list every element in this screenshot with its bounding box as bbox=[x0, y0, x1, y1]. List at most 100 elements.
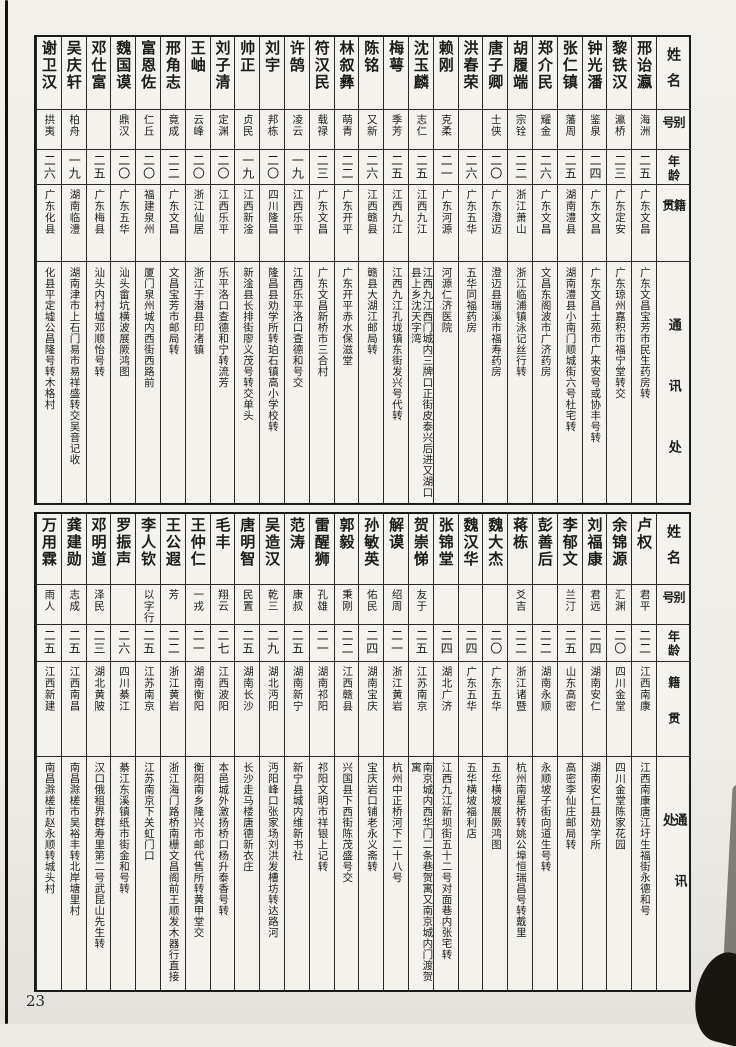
person-column: 魏大杰 二〇 广东五华 五华横坡展厥鸿图 bbox=[482, 514, 508, 990]
person-name: 赖刚 bbox=[433, 37, 458, 110]
person-column: 郭毅 秉刚 二二 江西赣县 兴国县下西街陈茂盛号交 bbox=[333, 514, 359, 990]
person-age: 二二 bbox=[334, 150, 359, 185]
person-column: 毛丰 翔云 二七 江西波阳 本邑城外激扬桥口杨升泰香号转 bbox=[209, 514, 235, 990]
person-native: 湖南祁阳 bbox=[309, 662, 334, 757]
person-column: 张仁镇 藩周 二五 湖南澧县 湖南澧县小南门顺城街六号杜宅转 bbox=[556, 37, 582, 503]
person-alias bbox=[458, 585, 483, 625]
person-native: 广东河源 bbox=[433, 185, 458, 262]
person-native: 广东梅县 bbox=[86, 185, 111, 262]
person-native: 江西新建 bbox=[37, 662, 61, 757]
person-address: 澄迈县瑞溪市福寿药房 bbox=[490, 267, 503, 377]
person-alias: 季芳 bbox=[384, 110, 409, 150]
person-age: 二〇 bbox=[136, 150, 161, 185]
directory-table-top: 姓名 别号 年龄 籍贯 通讯处 邢诒瀛 海洲 二五 广东文昌 广东文昌宝芳市民生药房转 黎铁汉 瀛桥二… bbox=[34, 35, 691, 505]
person-alias: 秉刚 bbox=[334, 585, 359, 625]
person-age: 二〇 bbox=[260, 150, 285, 185]
person-age: 二六 bbox=[533, 150, 557, 185]
person-native: 四川隆昌 bbox=[260, 185, 285, 262]
person-native: 湖南永顺 bbox=[533, 662, 557, 757]
person-column: 邢诒瀛 海洲 二五 广东文昌 广东文昌宝芳市民生药房转 bbox=[631, 37, 656, 503]
person-column: 陈铭 又新 二六 江西赣县 赣县大湖江邮局转 bbox=[358, 37, 384, 503]
person-native: 福建泉州 bbox=[136, 185, 161, 262]
person-native: 广东文昌 bbox=[161, 185, 185, 262]
person-name: 邢角志 bbox=[161, 37, 185, 110]
person-age: 二五 bbox=[86, 150, 111, 185]
person-alias: 以字行 bbox=[136, 585, 161, 625]
person-address: 五华同福药房 bbox=[465, 267, 478, 333]
person-address: 汕头畲坑横波展厥鸿图 bbox=[118, 267, 131, 377]
person-address: 浙江临浦镇泳记丝行转 bbox=[514, 267, 527, 377]
person-address: 汉口俄租界群寿里第二号武昆山先生转 bbox=[93, 762, 106, 949]
person-native: 湖南长沙 bbox=[235, 662, 260, 757]
person-age: 二一 bbox=[433, 150, 458, 185]
person-address: 兴国县下西街陈茂盛号交 bbox=[341, 762, 354, 883]
person-alias: 宗铨 bbox=[508, 110, 533, 150]
header-address: 通讯处 bbox=[660, 813, 687, 935]
person-alias: 汇渊 bbox=[607, 585, 632, 625]
person-address: 浙江海门路桥南栅文昌阁前王顺发木器行直接 bbox=[167, 762, 180, 982]
person-name: 富恩佐 bbox=[136, 37, 161, 110]
person-native: 浙江黄岩 bbox=[384, 662, 409, 757]
person-age: 二五 bbox=[37, 625, 61, 662]
person-age: 二〇 bbox=[483, 150, 508, 185]
person-alias bbox=[86, 110, 111, 150]
person-name: 胡履端 bbox=[508, 37, 533, 110]
person-age: 二六 bbox=[458, 150, 483, 185]
person-age: 二五 bbox=[235, 625, 260, 662]
person-alias: 又新 bbox=[359, 110, 384, 150]
person-alias: 君平 bbox=[632, 585, 656, 625]
person-alias: 雨人 bbox=[37, 585, 61, 625]
person-address: 新淦县长排街廖义茂号转交单头 bbox=[242, 267, 255, 421]
person-name: 毛丰 bbox=[210, 514, 235, 585]
person-native: 四川金堂 bbox=[607, 662, 632, 757]
header-age: 年龄 bbox=[657, 150, 689, 185]
person-name: 魏大杰 bbox=[483, 514, 508, 585]
person-address: 湖南澧县小南门顺城街六号杜宅转 bbox=[564, 267, 577, 432]
person-native: 湖南安仁 bbox=[582, 662, 607, 757]
person-age: 二五 bbox=[557, 625, 582, 662]
person-alias bbox=[433, 585, 458, 625]
person-alias: 康叔 bbox=[285, 585, 309, 625]
person-alias: 翔云 bbox=[210, 585, 235, 625]
person-name: 陈铭 bbox=[359, 37, 384, 110]
person-name: 刘子清 bbox=[210, 37, 235, 110]
header-alias: 别号 bbox=[657, 110, 689, 150]
person-native: 江西九江 bbox=[384, 185, 409, 262]
person-age: 二六 bbox=[111, 625, 136, 662]
person-address: 江西乐平洛口查德和号交 bbox=[291, 267, 304, 388]
person-column: 邓仕富 二五 广东梅县 汕头内村墟邓顺怡号转 bbox=[85, 37, 111, 503]
person-address: 化县平定墟公昌隆号转木格村 bbox=[43, 267, 56, 410]
person-native: 广东开平 bbox=[334, 185, 359, 262]
person-alias: 竟成 bbox=[161, 110, 185, 150]
person-column: 黎铁汉 瀛桥 二三 广东定安 广东琼州嘉积市福宁堂转交 bbox=[606, 37, 632, 503]
person-age: 二三 bbox=[607, 150, 632, 185]
person-address: 文昌宝芳市邮局转 bbox=[167, 267, 180, 355]
person-age: 二五 bbox=[409, 150, 433, 185]
person-address: 江苏南京下关虹门口 bbox=[142, 762, 155, 861]
person-age: 二七 bbox=[210, 625, 235, 662]
person-age: 二四 bbox=[359, 625, 384, 662]
person-age: 二四 bbox=[582, 150, 607, 185]
person-alias: 民置 bbox=[235, 585, 260, 625]
person-column: 解谟 绍周 二一 浙江黄岩 杭州中正桥河下二十八号 bbox=[383, 514, 409, 990]
header-age: 年龄 bbox=[657, 625, 689, 662]
person-name: 唐子卿 bbox=[483, 37, 508, 110]
person-name: 邓明道 bbox=[86, 514, 111, 585]
person-name: 解谟 bbox=[384, 514, 409, 585]
person-name: 吴造汉 bbox=[260, 514, 285, 585]
person-age: 二一 bbox=[384, 625, 409, 662]
person-column: 孙敏英 佑民 二四 湖南宝庆 宝庆岩口铺老永义斋转 bbox=[358, 514, 384, 990]
person-name: 许鹄 bbox=[285, 37, 309, 110]
person-column: 邓明道 泽民 二三 湖北黄陂 汉口俄租界群寿里第二号武昆山先生转 bbox=[85, 514, 111, 990]
person-address: 隆昌县劝学所转珀石镇高小学校转 bbox=[266, 267, 279, 432]
person-address: 宝庆岩口铺老永义斋转 bbox=[366, 762, 379, 872]
person-address: 广东琼州嘉积市福宁堂转交 bbox=[614, 267, 627, 399]
person-age: 二三 bbox=[309, 150, 334, 185]
person-native: 广东文昌 bbox=[309, 185, 334, 262]
person-native: 江西南昌 bbox=[61, 662, 86, 757]
person-column: 富恩佐 仁丘 二〇 福建泉州 厦门泉州城内西街西路前 bbox=[135, 37, 161, 503]
person-age: 二五 bbox=[285, 625, 309, 662]
person-age: 二二 bbox=[533, 625, 557, 662]
person-native: 广东文昌 bbox=[533, 185, 557, 262]
person-alias: 仁丘 bbox=[136, 110, 161, 150]
